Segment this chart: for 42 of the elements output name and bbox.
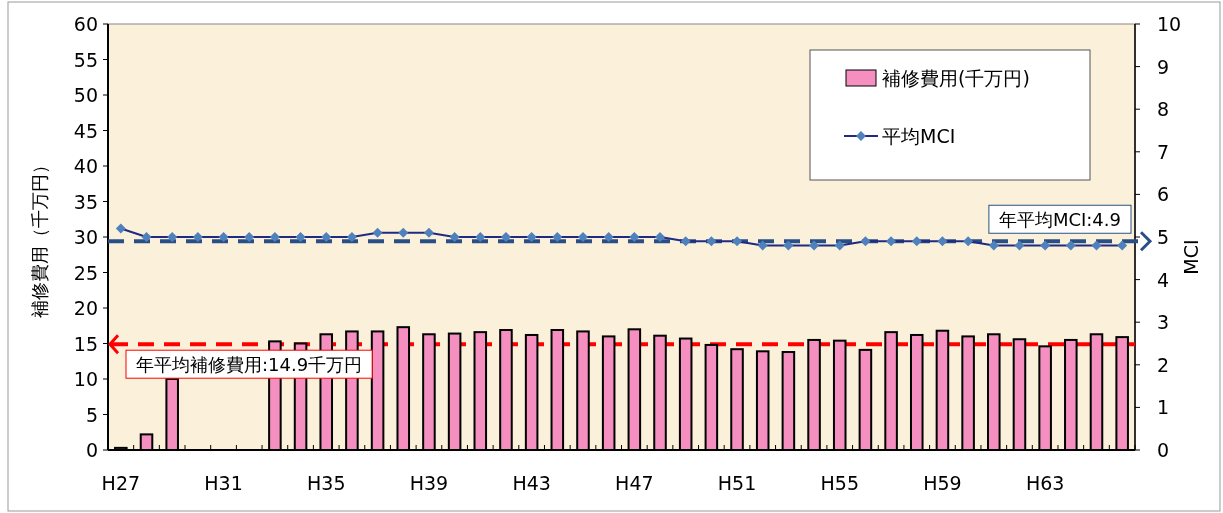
y-tick-label: 60 (73, 13, 98, 35)
y2-tick-label: 10 (1157, 13, 1182, 35)
x-tick-label: H51 (717, 472, 757, 494)
ref-line-label: 年平均補修費用:14.9千万円 (125, 349, 373, 379)
y-tick-label: 25 (73, 261, 98, 284)
y2-tick-label: 6 (1157, 183, 1170, 206)
y-tick-label: 35 (73, 190, 98, 213)
x-tick-label: H31 (204, 472, 243, 494)
legend-label: 補修費用(千万円) (882, 67, 1030, 89)
x-tick-label: H47 (615, 472, 654, 494)
y-tick-label: 50 (73, 84, 98, 106)
y-tick-label: 20 (73, 297, 98, 319)
ref-line-label: 年平均MCI:4.9 (988, 204, 1132, 234)
y2-tick-label: 4 (1157, 268, 1170, 291)
x-tick-label: H63 (1025, 472, 1065, 494)
y2-tick-label: 5 (1157, 226, 1170, 248)
y2-tick-label: 2 (1157, 353, 1170, 376)
legend-label: 平均MCI (882, 125, 956, 147)
x-tick-label: H27 (101, 472, 141, 494)
y2-tick-label: 7 (1157, 140, 1170, 163)
ref-line-label: 年平均MCI:4.9 (998, 209, 1121, 231)
ref-line-label: 年平均補修費用:14.9千万円 (136, 354, 363, 376)
x-tick-label: H55 (820, 472, 859, 494)
y-axis-title: 補修費用（千万円） (29, 156, 50, 318)
x-tick-label: H39 (409, 472, 449, 494)
y-tick-label: 15 (73, 332, 98, 355)
y2-axis-title: MCI (1180, 239, 1202, 275)
y2-tick-label: 1 (1157, 396, 1170, 419)
y-tick-label: 45 (73, 119, 98, 142)
y2-tick-label: 0 (1157, 439, 1170, 461)
y-tick-label: 40 (73, 155, 98, 177)
y-tick-label: 55 (73, 48, 98, 71)
y2-tick-label: 3 (1157, 311, 1170, 334)
y2-tick-label: 9 (1157, 55, 1170, 78)
x-tick-label: H43 (512, 472, 551, 494)
x-tick-label: H35 (307, 472, 346, 494)
y-tick-label: 10 (73, 368, 98, 390)
y-tick-label: 30 (73, 226, 98, 248)
y-tick-label: 5 (85, 403, 98, 426)
y2-tick-label: 8 (1157, 98, 1170, 121)
y-tick-label: 0 (85, 439, 98, 461)
x-tick-label: H59 (923, 472, 962, 494)
